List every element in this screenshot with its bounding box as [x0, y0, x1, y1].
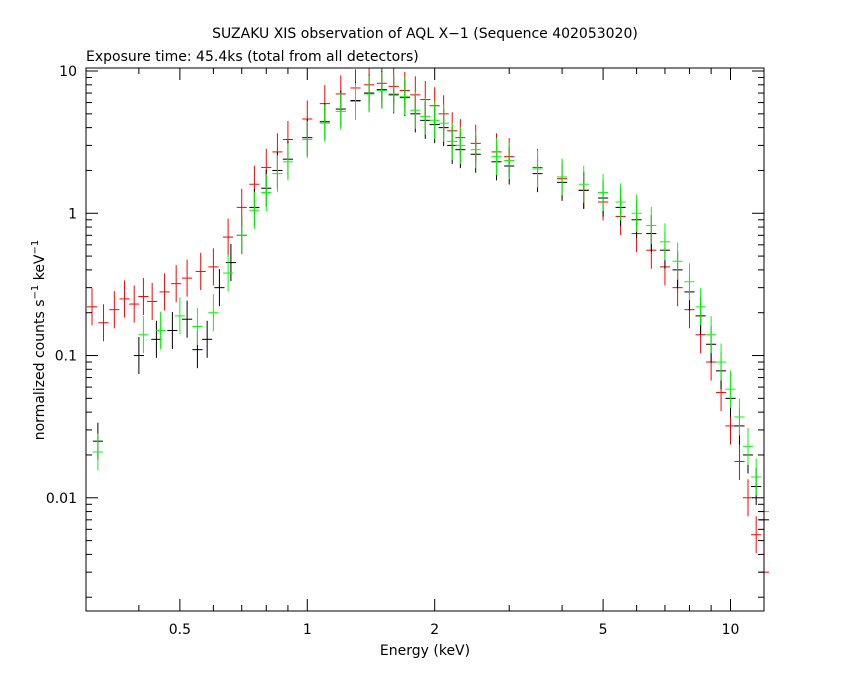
- data-point: [751, 516, 762, 554]
- chart-subtitle: Exposure time: 45.4ks (total from all de…: [86, 49, 419, 65]
- data-point: [92, 433, 103, 471]
- y-tick-label: 0.01: [46, 491, 77, 507]
- data-point: [706, 316, 717, 354]
- data-point: [86, 288, 98, 326]
- data-point: [225, 244, 236, 282]
- data-point: [504, 141, 515, 180]
- data-point: [98, 304, 109, 342]
- y-axis-label-mid: keV: [32, 254, 48, 285]
- data-point: [155, 311, 166, 350]
- data-point: [109, 291, 120, 329]
- data-point: [236, 216, 247, 254]
- data-point: [174, 297, 185, 335]
- data-point: [138, 316, 149, 354]
- y-axis-label-sup1: −1: [30, 285, 41, 300]
- plot-frame: [85, 67, 765, 612]
- data-point: [261, 173, 272, 212]
- data-point: [171, 265, 182, 303]
- x-tick-label: 2: [430, 622, 439, 638]
- series-0: [86, 68, 770, 591]
- data-point: [491, 138, 502, 176]
- data-point: [742, 427, 754, 465]
- y-axis-label-sup2: −1: [30, 240, 41, 255]
- data-point: [376, 71, 387, 109]
- y-axis-label-main: normalized counts s: [32, 299, 48, 440]
- axis-ticks: 0.5 1 2 5 10 10 1 0.1 0.01: [46, 64, 764, 638]
- data-point: [182, 259, 193, 297]
- data-point: [734, 398, 745, 436]
- data-point: [410, 91, 421, 129]
- x-tick-label: 0.5: [169, 622, 191, 638]
- data-point: [208, 294, 219, 332]
- data-point: [429, 101, 440, 139]
- data-point: [167, 311, 178, 350]
- data-point: [138, 277, 149, 316]
- data-point: [249, 191, 260, 229]
- data-point: [684, 263, 695, 301]
- data-point: [223, 218, 234, 256]
- data-point: [695, 288, 706, 326]
- data-point: [672, 242, 683, 280]
- data-point: [646, 206, 657, 245]
- data-point: [455, 126, 466, 164]
- data-point: [319, 104, 330, 142]
- data-point: [129, 285, 140, 323]
- data-point: [715, 343, 727, 381]
- data-point: [659, 223, 671, 261]
- data-point: [133, 336, 144, 375]
- data-point: [119, 280, 130, 318]
- data-point: [272, 155, 283, 193]
- data-point: [214, 269, 225, 307]
- data-point: [420, 97, 431, 135]
- x-axis-label: Energy (keV): [380, 643, 470, 659]
- data-point: [195, 252, 206, 290]
- x-tick-label: 5: [599, 622, 608, 638]
- data-point: [470, 131, 481, 169]
- data-point: [202, 320, 213, 358]
- data-point: [192, 307, 203, 346]
- data-point: [147, 282, 158, 320]
- data-point: [223, 254, 234, 292]
- data-point: [615, 183, 626, 221]
- y-tick-label: 0.1: [55, 349, 77, 365]
- data-point: [335, 92, 346, 130]
- data-point: [208, 248, 219, 286]
- data-point: [734, 442, 745, 481]
- series-layer: [86, 68, 770, 591]
- series-2: [92, 71, 770, 531]
- data-point: [399, 78, 410, 116]
- data-point: [578, 165, 589, 203]
- data-point: [598, 173, 609, 212]
- data-point: [557, 158, 568, 196]
- x-tick-label: 1: [303, 622, 312, 638]
- data-point: [447, 122, 458, 160]
- data-point: [751, 458, 762, 496]
- data-point: [302, 120, 313, 159]
- data-point: [388, 75, 399, 113]
- y-tick-label: 10: [59, 64, 77, 80]
- data-point: [182, 300, 193, 338]
- y-axis-label: normalized counts s−1 keV−1: [30, 240, 48, 441]
- data-point: [159, 273, 170, 311]
- series-1: [92, 71, 770, 539]
- chart-title: SUZAKU XIS observation of AQL X−1 (Seque…: [212, 26, 638, 42]
- data-point: [364, 75, 375, 113]
- data-point: [631, 194, 642, 232]
- data-point: [725, 370, 736, 408]
- data-point: [438, 104, 449, 142]
- data-point: [742, 479, 754, 517]
- data-point: [282, 143, 293, 181]
- data-point: [350, 83, 361, 121]
- y-tick-label: 1: [68, 206, 77, 222]
- data-point: [532, 150, 543, 188]
- data-point: [151, 320, 162, 358]
- x-tick-label: 10: [722, 622, 740, 638]
